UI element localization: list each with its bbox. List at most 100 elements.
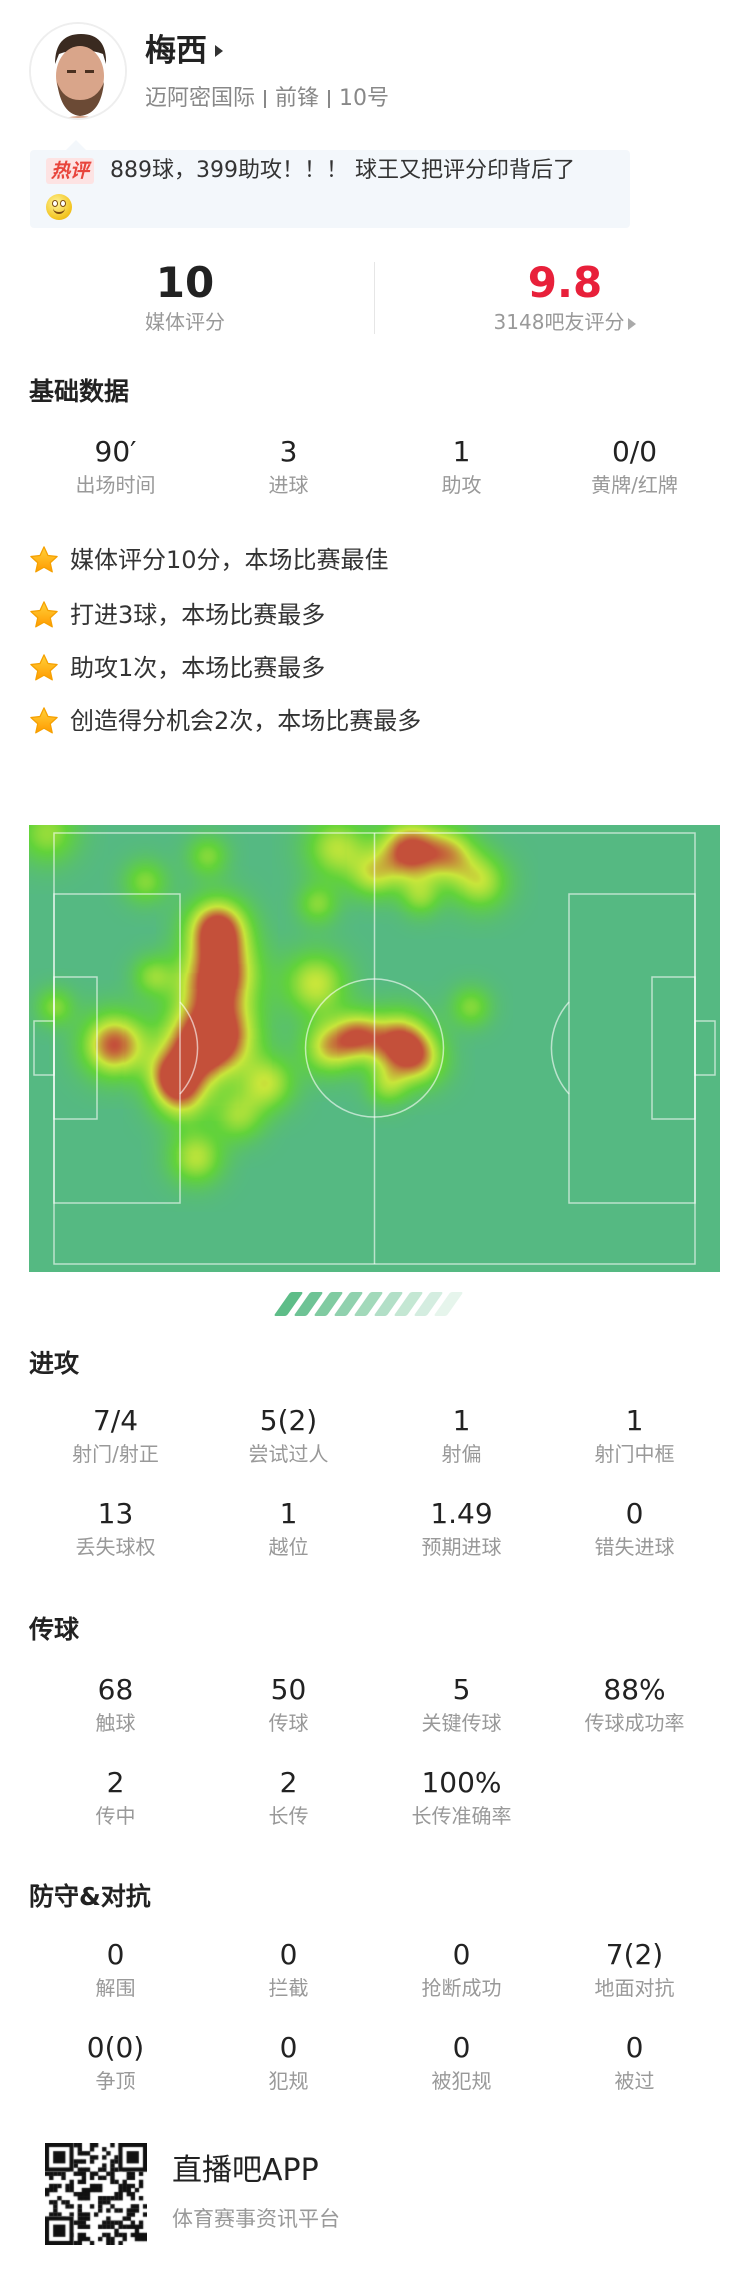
stat-value: 0 <box>452 2031 471 2064</box>
stat-item: 5 关键传球 <box>375 1673 548 1766</box>
fan-rating[interactable]: 9.8 3148吧友评分 <box>415 258 715 336</box>
star-icon <box>30 707 58 734</box>
stat-item: 100% 长传准确率 <box>375 1766 548 1859</box>
stat-label: 犯规 <box>268 2069 309 2093</box>
highlight-text: 创造得分机会2次，本场比赛最多 <box>70 707 422 735</box>
qr-code[interactable] <box>45 2143 147 2245</box>
highlight-text: 打进3球，本场比赛最多 <box>70 601 326 629</box>
separator <box>264 90 267 108</box>
rating-divider <box>374 262 375 334</box>
stat-item: 88% 传球成功率 <box>548 1673 721 1766</box>
stat-value: 0 <box>279 1938 298 1971</box>
highlight-item: 创造得分机会2次，本场比赛最多 <box>29 704 421 738</box>
basic-stats-grid: 90′ 出场时间 3 进球 1 助攻 0/0 黄牌/红牌 <box>29 435 721 528</box>
player-number: 10号 <box>339 86 390 111</box>
passing-stats-grid: 68 触球 50 传球 5 关键传球 88% 传球成功率 2 传中 2 长传 100% 长传准确率 <box>29 1673 721 1859</box>
stat-value: 13 <box>97 1497 134 1530</box>
stat-label: 争顶 <box>95 2069 136 2093</box>
player-name-link[interactable]: 梅西 <box>145 32 223 70</box>
highlight-item: 打进3球，本场比赛最多 <box>29 598 325 632</box>
stat-label: 长传准确率 <box>411 1804 512 1828</box>
stat-value: 5 <box>452 1673 471 1706</box>
player-name: 梅西 <box>145 33 207 69</box>
stat-item: 1 射门中框 <box>548 1404 721 1497</box>
stat-label: 传球成功率 <box>584 1711 685 1735</box>
stat-label: 射门/射正 <box>72 1442 159 1466</box>
highlight-item: 助攻1次，本场比赛最多 <box>29 651 325 685</box>
stat-label: 射门中框 <box>594 1442 675 1466</box>
attack-stats-grid: 7/4 射门/射正 5(2) 尝试过人 1 射偏 1 射门中框 13 丢失球权 1 越位 1.49 预期进… <box>29 1404 721 1590</box>
stat-label: 进球 <box>268 473 309 497</box>
stat-item: 0/0 黄牌/红牌 <box>548 435 721 528</box>
basic-stats-title: 基础数据 <box>29 377 130 406</box>
stat-label: 错失进球 <box>594 1535 675 1559</box>
caret-right-icon <box>628 317 637 330</box>
hot-comment-text: 889球，399助攻！！！ 球王又把评分印背后了 <box>110 158 575 183</box>
stat-label: 传中 <box>95 1804 136 1828</box>
player-avatar[interactable] <box>29 22 127 120</box>
stat-item: 0 解围 <box>29 1938 202 2031</box>
stat-item: 7/4 射门/射正 <box>29 1404 202 1497</box>
stat-label: 尝试过人 <box>248 1442 329 1466</box>
stat-item: 90′ 出场时间 <box>29 435 202 528</box>
star-icon <box>30 546 58 573</box>
stat-item: 13 丢失球权 <box>29 1497 202 1590</box>
separator <box>328 90 331 108</box>
media-rating-label: 媒体评分 <box>145 310 225 334</box>
stat-label: 黄牌/红牌 <box>591 473 678 497</box>
attack-title: 进攻 <box>29 1349 80 1378</box>
heatmap-pitch <box>29 825 720 1272</box>
stat-label: 长传 <box>268 1804 309 1828</box>
stat-label: 关键传球 <box>421 1711 502 1735</box>
stat-label: 拦截 <box>268 1976 309 2000</box>
media-rating-value: 10 <box>155 258 215 307</box>
passing-title: 传球 <box>29 1615 80 1644</box>
defense-title: 防守&对抗 <box>29 1882 151 1911</box>
stat-value: 3 <box>279 435 298 468</box>
stat-item: 0 犯规 <box>202 2031 375 2124</box>
highlight-item: 媒体评分10分，本场比赛最佳 <box>29 543 389 577</box>
stat-label: 预期进球 <box>421 1535 502 1559</box>
stat-label: 传球 <box>268 1711 309 1735</box>
stat-value: 88% <box>603 1673 666 1706</box>
player-photo <box>31 24 125 118</box>
stat-label: 解围 <box>95 1976 136 2000</box>
stat-item: 0 被过 <box>548 2031 721 2124</box>
stat-item: 5(2) 尝试过人 <box>202 1404 375 1497</box>
stat-item: 1 助攻 <box>375 435 548 528</box>
scroll-hint-arrows <box>273 1292 464 1318</box>
stat-value: 5(2) <box>259 1404 318 1437</box>
stat-item: 50 传球 <box>202 1673 375 1766</box>
fan-rating-link[interactable]: 3148吧友评分 <box>415 308 715 336</box>
stat-label: 抢断成功 <box>421 1976 502 2000</box>
stat-value: 100% <box>421 1766 502 1799</box>
stat-value: 1 <box>625 1404 644 1437</box>
player-position: 前锋 <box>275 86 320 111</box>
stat-value: 0(0) <box>86 2031 145 2064</box>
stat-item: 2 长传 <box>202 1766 375 1859</box>
stat-value: 1 <box>279 1497 298 1530</box>
stat-value: 50 <box>270 1673 307 1706</box>
stat-value: 90′ <box>94 435 137 468</box>
stat-item: 1 射偏 <box>375 1404 548 1497</box>
stat-item: 68 触球 <box>29 1673 202 1766</box>
stat-label: 出场时间 <box>75 473 156 497</box>
stat-value: 1 <box>452 435 471 468</box>
stat-value: 0 <box>625 2031 644 2064</box>
stat-value: 0 <box>625 1497 644 1530</box>
stat-value: 7/4 <box>92 1404 139 1437</box>
stat-value: 2 <box>279 1766 298 1799</box>
star-icon <box>30 654 58 681</box>
highlight-text: 媒体评分10分，本场比赛最佳 <box>70 546 389 574</box>
stat-item: 3 进球 <box>202 435 375 528</box>
stat-value: 1.49 <box>430 1497 493 1530</box>
caret-right-icon <box>215 45 223 57</box>
stat-value: 68 <box>97 1673 134 1706</box>
stat-label: 越位 <box>268 1535 309 1559</box>
highlight-text: 助攻1次，本场比赛最多 <box>70 654 326 682</box>
stat-label: 触球 <box>95 1711 136 1735</box>
stat-item: 0 被犯规 <box>375 2031 548 2124</box>
hot-comment[interactable]: 热评 889球，399助攻！！！ 球王又把评分印背后了 <box>30 140 630 228</box>
stat-item: 2 传中 <box>29 1766 202 1859</box>
stat-item: 7(2) 地面对抗 <box>548 1938 721 2031</box>
